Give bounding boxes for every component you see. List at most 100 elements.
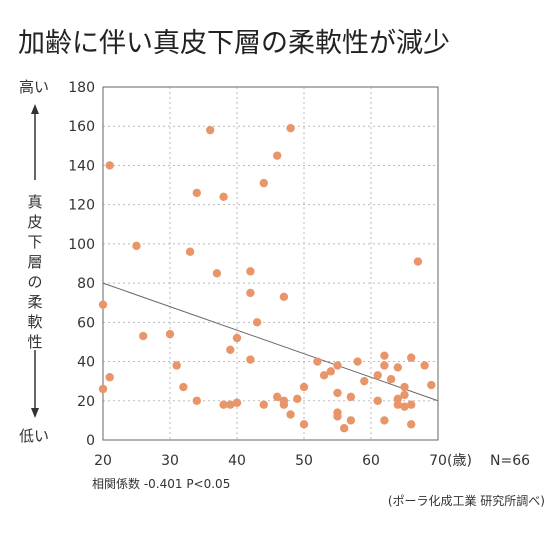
data-point	[165, 329, 175, 339]
data-point	[226, 400, 235, 409]
data-point	[279, 292, 289, 302]
y-tick-label: 40	[77, 355, 95, 371]
arrow-down-icon	[31, 350, 39, 418]
y-axis-label: 真皮下層の柔軟性	[27, 193, 42, 351]
data-point	[252, 318, 262, 327]
data-point	[353, 357, 362, 366]
data-point	[407, 420, 416, 429]
grid-layer	[103, 86, 438, 440]
data-point	[179, 382, 188, 392]
data-point	[259, 400, 268, 409]
data-point	[386, 375, 396, 384]
data-point	[259, 178, 268, 188]
data-point	[206, 125, 215, 135]
trend-layer	[102, 282, 439, 402]
data-point	[400, 382, 409, 392]
data-point	[326, 367, 335, 376]
data-point	[98, 300, 108, 309]
data-point	[333, 412, 342, 421]
x-tick-label: 60	[362, 453, 380, 469]
data-point	[232, 333, 242, 343]
plot-frame	[102, 86, 439, 441]
y-high-label: 高い	[19, 78, 49, 96]
x-tick-label: 30	[161, 453, 179, 469]
data-point	[246, 267, 255, 276]
x-tick-label: 50	[295, 453, 313, 469]
data-point	[219, 192, 228, 202]
data-point	[420, 361, 429, 370]
data-point	[273, 151, 282, 160]
data-point	[373, 396, 382, 405]
data-point	[413, 257, 423, 266]
y-tick-label: 160	[68, 119, 95, 135]
data-point	[373, 371, 382, 380]
y-axis-label-char: 下	[27, 233, 42, 251]
data-point	[319, 371, 329, 380]
data-point	[286, 410, 295, 419]
data-point	[219, 400, 228, 409]
data-point	[185, 247, 195, 256]
data-point	[393, 400, 402, 409]
data-point	[293, 394, 302, 404]
y-tick-label: 80	[77, 276, 95, 292]
data-point	[360, 376, 369, 386]
data-point	[393, 363, 402, 372]
y-axis-label-char: 皮	[27, 213, 42, 231]
data-point	[192, 188, 201, 198]
source-note: (ポーラ化成工業 研究所調べ)	[388, 493, 545, 508]
x-tick-label: 40	[228, 453, 246, 469]
data-point	[246, 288, 255, 298]
data-point	[192, 396, 201, 405]
x-axis-unit: (歳)	[447, 453, 472, 469]
data-point	[172, 361, 181, 370]
y-low-label: 低い	[19, 427, 49, 445]
x-tick-label: 70	[429, 453, 447, 469]
y-axis-label-char: 軟	[27, 313, 42, 331]
y-axis-label-char: 性	[27, 333, 42, 351]
data-point	[393, 394, 402, 404]
data-point	[313, 357, 322, 366]
data-point	[333, 388, 342, 398]
point-layer	[98, 123, 436, 433]
data-point	[380, 361, 389, 370]
trend-line	[102, 282, 439, 402]
y-tick-label: 120	[68, 198, 95, 214]
x-tick-label: 20	[94, 453, 112, 469]
y-axis-label-char: 柔	[27, 293, 42, 311]
data-point	[407, 400, 416, 409]
y-tick-label: 140	[68, 158, 95, 174]
y-tick-label: 0	[86, 433, 95, 449]
data-point	[212, 269, 222, 278]
axis-layer: 0 20 40 60 80 100 120 140 160 180 20 30 40 50 60 70	[68, 80, 447, 469]
y-tick-label: 60	[77, 315, 95, 331]
data-point	[232, 398, 242, 407]
data-point	[279, 400, 289, 409]
y-axis-label-char: 層	[27, 253, 42, 271]
y-axis-label-char: 真	[27, 193, 42, 211]
data-point	[286, 123, 295, 133]
data-point	[299, 420, 309, 429]
chart-title: 加齢に伴い真皮下層の柔軟性が減少	[18, 28, 450, 59]
data-point	[346, 416, 356, 425]
data-point	[105, 373, 114, 382]
y-tick-label: 100	[68, 237, 95, 253]
data-point	[407, 353, 416, 362]
data-point	[273, 392, 282, 402]
arrow-up-icon	[31, 104, 39, 180]
data-point	[226, 345, 235, 354]
data-point	[246, 355, 255, 364]
data-point	[139, 331, 148, 341]
data-point	[427, 380, 436, 390]
data-point	[132, 241, 141, 251]
stats-note: 相関係数 -0.401 P<0.05	[92, 476, 230, 491]
data-point	[400, 390, 409, 400]
data-point	[346, 392, 356, 402]
sample-size: N=66	[490, 453, 530, 469]
data-point	[299, 382, 309, 392]
y-tick-label: 180	[68, 80, 95, 96]
data-point	[333, 361, 342, 370]
y-axis-label-char: の	[27, 273, 42, 291]
data-point	[98, 384, 108, 394]
data-point	[400, 402, 409, 411]
